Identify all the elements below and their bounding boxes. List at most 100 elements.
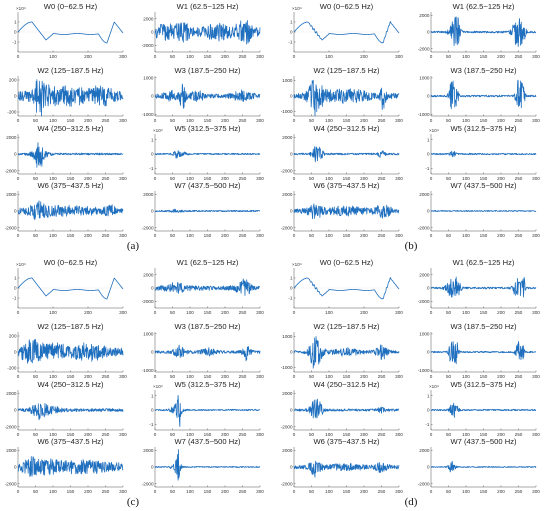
x-tick-label: 0 bbox=[154, 489, 157, 494]
x-tick-label: 200 bbox=[84, 233, 92, 238]
x-tick-label: 200 bbox=[497, 489, 505, 494]
x-tick-label: 300 bbox=[395, 374, 403, 379]
x-tick-label: 250 bbox=[239, 176, 247, 181]
signal-line bbox=[17, 21, 124, 44]
x-tick-label: 50 bbox=[33, 176, 39, 181]
x-tick-label: 300 bbox=[256, 54, 264, 59]
x-tick-label: 0 bbox=[154, 374, 157, 379]
x-tick-label: 150 bbox=[67, 118, 75, 123]
x-tick-label: 50 bbox=[309, 233, 315, 238]
y-tick-label: 2000 bbox=[143, 16, 154, 21]
x-tick-label: 50 bbox=[170, 233, 176, 238]
x-tick-label: 200 bbox=[221, 233, 229, 238]
x-tick-label: 200 bbox=[84, 374, 92, 379]
x-tick-label: 200 bbox=[84, 432, 92, 437]
signal-line bbox=[293, 336, 400, 369]
x-tick-label: 50 bbox=[309, 489, 315, 494]
y-tick-label: 1000 bbox=[419, 75, 430, 80]
x-tick-label: 0 bbox=[17, 176, 20, 181]
panel-title: W7 (437.5~500 Hz) bbox=[174, 437, 241, 446]
y-tick-label: 0 bbox=[151, 94, 154, 99]
x-tick-label: 200 bbox=[221, 54, 229, 59]
signal-line bbox=[430, 150, 537, 158]
panel-title: W0 (0~62.5 Hz) bbox=[320, 258, 374, 267]
x-tick-label: 100 bbox=[325, 310, 333, 315]
x-tick-label: 300 bbox=[119, 54, 127, 59]
x-tick-label: 300 bbox=[395, 489, 403, 494]
panel-title: W7 (437.5~500 Hz) bbox=[450, 181, 517, 190]
x-tick-label: 50 bbox=[170, 176, 176, 181]
x-tick-label: 0 bbox=[430, 233, 433, 238]
x-tick-label: 200 bbox=[84, 54, 92, 59]
panel-title: W0 (0~62.5 Hz) bbox=[320, 2, 374, 11]
x-tick-label: 0 bbox=[430, 54, 433, 59]
x-tick-label: 150 bbox=[480, 54, 488, 59]
panel-title: W6 (375~437.5 Hz) bbox=[37, 181, 104, 190]
signal-line bbox=[17, 277, 124, 300]
y-tick-label: 2000 bbox=[6, 192, 17, 197]
x-tick-label: 0 bbox=[293, 176, 296, 181]
x-tick-label: 200 bbox=[360, 176, 368, 181]
x-tick-label: 50 bbox=[446, 374, 452, 379]
x-tick-label: 100 bbox=[462, 176, 470, 181]
x-tick-label: 100 bbox=[49, 54, 57, 59]
panel-title: W2 (125~187.5 Hz) bbox=[37, 322, 104, 331]
y-tick-label: -2000 bbox=[5, 424, 17, 429]
x-tick-label: 300 bbox=[395, 54, 403, 59]
x-tick-label: 100 bbox=[186, 118, 194, 123]
x-tick-label: 100 bbox=[49, 233, 57, 238]
panel-title: W5 (312.5~375 Hz) bbox=[450, 380, 517, 389]
x-tick-label: 100 bbox=[49, 489, 57, 494]
y-tick-label: -1 bbox=[288, 296, 293, 301]
x-tick-label: 250 bbox=[378, 374, 386, 379]
x-tick-label: 0 bbox=[17, 489, 20, 494]
x-tick-label: 200 bbox=[84, 176, 92, 181]
panel-a-0: W0 (0~62.5 Hz) ×10⁴ 0 100 200 300 -1 0 1 bbox=[12, 2, 127, 59]
x-tick-label: 200 bbox=[360, 310, 368, 315]
x-tick-label: 250 bbox=[515, 432, 523, 437]
y-tick-label: -1 bbox=[149, 166, 154, 171]
y-tick-label: 1 bbox=[290, 20, 293, 25]
y-tick-label: 2000 bbox=[6, 448, 17, 453]
x-tick-label: 300 bbox=[119, 176, 127, 181]
x-tick-label: 0 bbox=[17, 310, 20, 315]
x-tick-label: 300 bbox=[395, 118, 403, 123]
x-tick-label: 50 bbox=[33, 489, 39, 494]
panel-c-1: W1 (62.5~125 Hz) 0 50 100 150 200 250 300 -2000 0… bbox=[142, 258, 265, 315]
x-tick-label: 250 bbox=[515, 233, 523, 238]
x-tick-label: 100 bbox=[49, 432, 57, 437]
x-tick-label: 150 bbox=[204, 176, 212, 181]
x-tick-label: 250 bbox=[515, 176, 523, 181]
signal-line bbox=[293, 21, 400, 44]
signal-line bbox=[17, 79, 124, 117]
x-tick-label: 100 bbox=[325, 233, 333, 238]
y-tick-label: 0 bbox=[290, 350, 293, 355]
panel-c-6: W6 (375~437.5 Hz) 0 50 100 150 200 250 300 -2000… bbox=[5, 437, 128, 494]
y-tick-label: 1 bbox=[14, 20, 17, 25]
x-tick-label: 200 bbox=[360, 118, 368, 123]
panel-c-0: W0 (0~62.5 Hz) ×10⁴ 0 100 200 300 -1 0 1 bbox=[12, 258, 127, 315]
y-tick-label: 0 bbox=[151, 465, 154, 470]
y-tick-label: -1000 bbox=[418, 112, 430, 117]
signal-line bbox=[154, 150, 261, 159]
signal-line bbox=[154, 208, 261, 213]
y-tick-label: -2000 bbox=[418, 299, 430, 304]
x-tick-label: 0 bbox=[430, 310, 433, 315]
panel-title: W3 (187.5~250 Hz) bbox=[450, 322, 517, 331]
y-multiplier: ×10⁴ bbox=[153, 384, 163, 389]
x-tick-label: 50 bbox=[446, 310, 452, 315]
x-tick-label: 50 bbox=[170, 118, 176, 123]
x-tick-label: 100 bbox=[462, 233, 470, 238]
y-tick-label: -1000 bbox=[281, 365, 293, 370]
x-tick-label: 250 bbox=[102, 118, 110, 123]
x-tick-label: 100 bbox=[186, 489, 194, 494]
x-tick-label: 300 bbox=[532, 176, 540, 181]
y-tick-label: -2000 bbox=[142, 43, 154, 48]
x-tick-label: 300 bbox=[119, 118, 127, 123]
x-tick-label: 150 bbox=[204, 374, 212, 379]
x-tick-label: 0 bbox=[430, 374, 433, 379]
x-tick-label: 50 bbox=[33, 374, 39, 379]
y-tick-label: 1000 bbox=[143, 75, 154, 80]
panel-d-2: W2 (125~187.5 Hz) 0 50 100 150 200 250 300 -1000… bbox=[281, 322, 404, 379]
x-tick-label: 250 bbox=[239, 233, 247, 238]
